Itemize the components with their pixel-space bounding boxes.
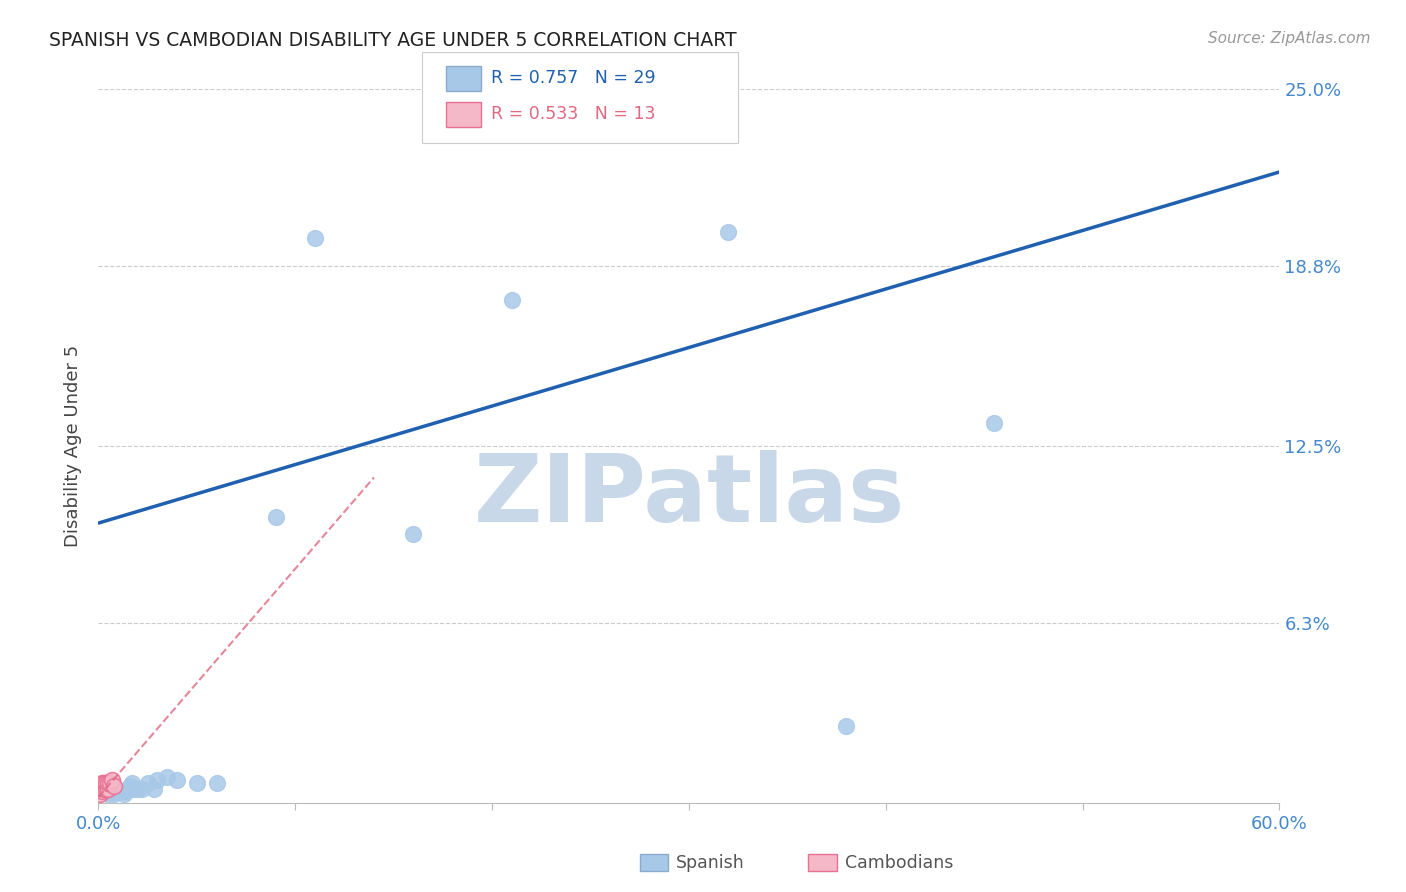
- Text: Source: ZipAtlas.com: Source: ZipAtlas.com: [1208, 31, 1371, 46]
- Point: [107, 784, 129, 798]
- Point: [112, 787, 135, 801]
- Point: [89, 787, 111, 801]
- Point: [186, 776, 208, 790]
- Point: [131, 781, 153, 796]
- Point: [89, 781, 111, 796]
- Point: [835, 719, 858, 733]
- Text: SPANISH VS CAMBODIAN DISABILITY AGE UNDER 5 CORRELATION CHART: SPANISH VS CAMBODIAN DISABILITY AGE UNDE…: [49, 31, 737, 50]
- Point: [115, 784, 138, 798]
- Point: [156, 770, 179, 784]
- Point: [127, 781, 149, 796]
- Point: [97, 781, 120, 796]
- Point: [136, 776, 159, 790]
- Point: [93, 781, 115, 796]
- Point: [101, 772, 124, 787]
- Point: [166, 772, 188, 787]
- Text: Cambodians: Cambodians: [845, 854, 953, 871]
- Point: [117, 781, 139, 796]
- Point: [121, 776, 143, 790]
- Point: [402, 527, 425, 541]
- Point: [108, 784, 131, 798]
- Point: [983, 416, 1005, 430]
- Point: [96, 776, 118, 790]
- Text: ZIPatlas: ZIPatlas: [474, 450, 904, 542]
- Point: [304, 230, 326, 244]
- Text: Spanish: Spanish: [676, 854, 745, 871]
- Point: [96, 781, 118, 796]
- Point: [264, 510, 287, 524]
- Text: R = 0.757   N = 29: R = 0.757 N = 29: [491, 70, 655, 87]
- Point: [97, 787, 120, 801]
- Text: R = 0.533   N = 13: R = 0.533 N = 13: [491, 105, 655, 123]
- Point: [717, 225, 740, 239]
- Point: [91, 784, 114, 798]
- Point: [142, 781, 165, 796]
- Point: [105, 784, 128, 798]
- Point: [501, 293, 523, 308]
- Y-axis label: Disability Age Under 5: Disability Age Under 5: [65, 345, 83, 547]
- Point: [93, 776, 115, 790]
- Point: [122, 781, 145, 796]
- Point: [98, 776, 121, 790]
- Point: [103, 787, 125, 801]
- Point: [93, 784, 115, 798]
- Point: [146, 772, 169, 787]
- Point: [91, 776, 114, 790]
- Point: [97, 776, 120, 790]
- Point: [118, 779, 141, 793]
- Point: [101, 784, 124, 798]
- Point: [103, 779, 125, 793]
- Point: [205, 776, 228, 790]
